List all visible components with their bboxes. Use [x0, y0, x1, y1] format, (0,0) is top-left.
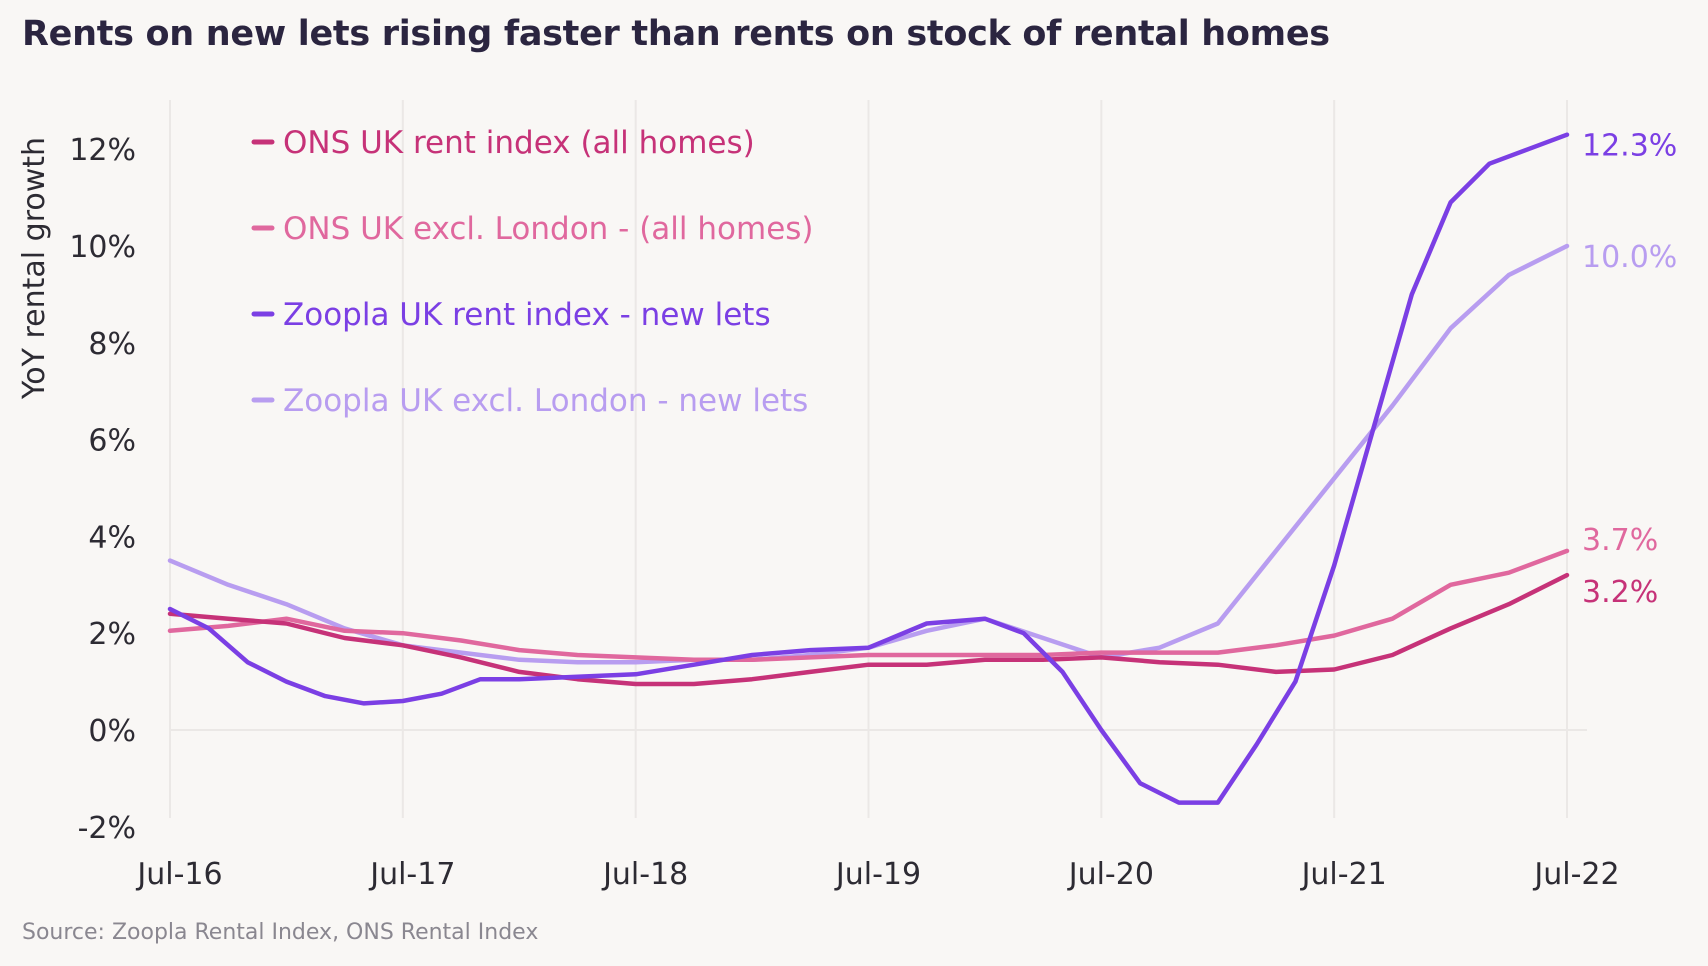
y-tick-label: 6% [88, 424, 136, 459]
y-tick-label: 10% [69, 230, 136, 265]
y-tick-label: 0% [88, 714, 136, 749]
x-tick-label: Jul-22 [1532, 857, 1619, 892]
series-line [167, 572, 1570, 687]
y-axis-ticks: -2% 0% 2% 4% 6% 8% 10% 12% [69, 133, 136, 846]
y-tick-label: 4% [88, 520, 136, 555]
y-tick-label: 12% [69, 133, 136, 168]
y-tick-label: 8% [88, 327, 136, 362]
x-tick-label: Jul-17 [368, 857, 455, 892]
legend-entry: ONS UK rent index (all homes) [283, 125, 755, 161]
x-tick-label: Jul-19 [834, 857, 921, 892]
legend: ONS UK rent index (all homes) ONS UK excl… [251, 125, 814, 419]
y-tick-label: 2% [88, 617, 136, 652]
x-tick-label: Jul-18 [601, 857, 688, 892]
series-lines [167, 132, 1570, 805]
x-tick-label: Jul-16 [135, 857, 222, 892]
end-label: 3.2% [1582, 575, 1658, 610]
end-label: 3.7% [1582, 523, 1658, 558]
legend-entry: Zoopla UK excl. London - new lets [283, 383, 808, 419]
series-line [167, 548, 1570, 663]
legend-entry: ONS UK excl. London - (all homes) [283, 211, 814, 247]
x-tick-label: Jul-21 [1300, 857, 1387, 892]
legend-entry: Zoopla UK rent index - new lets [283, 297, 771, 333]
source-note: Source: Zoopla Rental Index, ONS Rental … [22, 920, 539, 945]
chart-title: Rents on new lets rising faster than ren… [22, 14, 1330, 54]
y-tick-label: -2% [78, 811, 136, 846]
x-tick-label: Jul-20 [1067, 857, 1154, 892]
series-line [167, 132, 1570, 805]
end-label: 10.0% [1582, 240, 1677, 275]
x-axis-ticks: Jul-16 Jul-17 Jul-18 Jul-19 Jul-20 Jul-21 Jul-… [135, 857, 1619, 892]
y-axis-label: YoY rental growth [17, 137, 52, 400]
gridlines [169, 100, 1587, 818]
end-label: 12.3% [1582, 129, 1677, 164]
end-labels: 3.2% 3.7% 12.3% 10.0% [1582, 129, 1677, 610]
